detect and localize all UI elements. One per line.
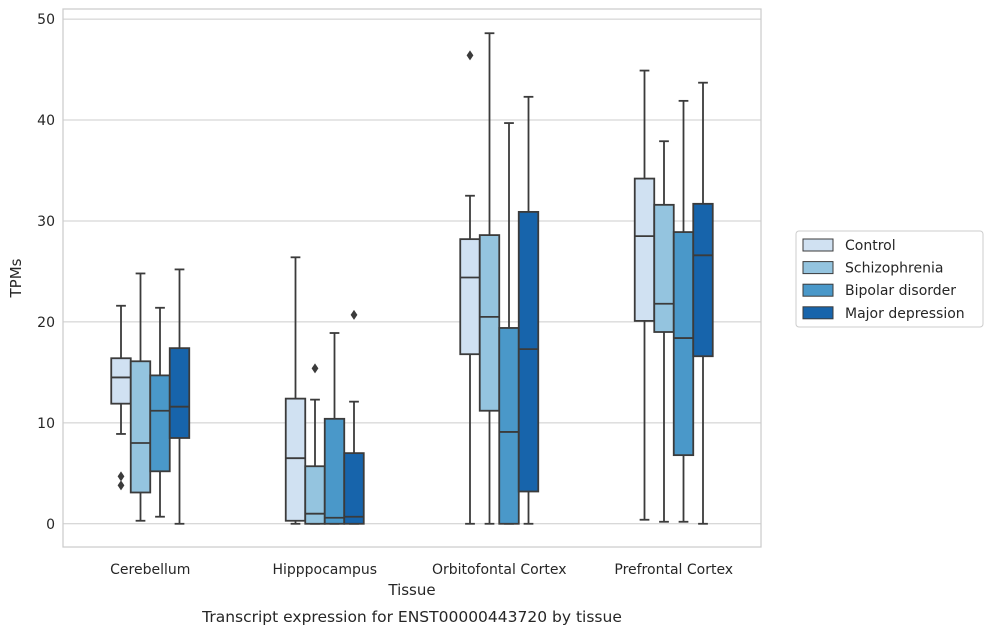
box-body: [343, 452, 365, 525]
box-body: [653, 203, 675, 333]
box-major-depression: [692, 81, 714, 525]
box-schizophrenia: [304, 363, 326, 525]
box-body: [149, 374, 171, 473]
box-body: [168, 347, 191, 439]
y-tick-label: 30: [37, 214, 55, 230]
box-bipolar-disorder: [672, 99, 695, 523]
y-tick-label: 50: [37, 12, 55, 28]
legend-swatch: [802, 261, 834, 275]
y-tick-label: 10: [37, 416, 55, 432]
outlier-point: [117, 480, 125, 491]
box-control: [459, 50, 481, 525]
box-bipolar-disorder: [149, 306, 171, 518]
box-body: [129, 360, 152, 494]
legend-swatch: [802, 306, 834, 320]
outlier-point: [117, 471, 125, 482]
box-schizophrenia: [478, 32, 501, 525]
x-tick-label: Hipppocampus: [272, 562, 377, 578]
box-body: [517, 210, 540, 493]
box-major-depression: [343, 309, 365, 525]
outlier-point: [350, 309, 358, 320]
box-body: [498, 327, 520, 525]
box-body: [478, 234, 501, 412]
y-axis-label: TPMs: [7, 258, 25, 298]
box-schizophrenia: [653, 140, 675, 523]
legend-swatch: [802, 238, 834, 252]
box-body: [459, 238, 481, 356]
x-tick-labels: Cerebellum Hipppocampus Orbitofontal Corte…: [110, 562, 733, 578]
box-body: [110, 357, 132, 405]
legend-label: Control: [845, 238, 896, 254]
box-groups: [110, 32, 714, 525]
box-body: [304, 465, 326, 525]
y-tick-labels: 0 10 20 30 40 50: [37, 12, 55, 533]
legend-label: Major depression: [845, 306, 965, 322]
legend: Control Schizophrenia Bipolar disorder Majo…: [795, 230, 984, 328]
box-control: [110, 304, 132, 491]
box-body: [672, 231, 695, 457]
outlier-point: [466, 50, 474, 61]
x-axis-label: Tissue: [387, 581, 435, 599]
box-body: [633, 177, 656, 322]
box-body: [692, 202, 714, 358]
chart-caption: Transcript expression for ENST0000044372…: [201, 608, 622, 626]
legend-swatch: [802, 283, 834, 297]
y-tick-label: 40: [37, 113, 55, 129]
box-bipolar-disorder: [498, 122, 520, 525]
outlier-point: [311, 363, 319, 374]
box-control: [284, 256, 307, 525]
box-control: [633, 69, 656, 521]
legend-label: Schizophrenia: [845, 261, 943, 277]
x-tick-label: Prefrontal Cortex: [614, 562, 733, 578]
y-tick-label: 0: [46, 517, 55, 533]
plot-frame: [62, 8, 762, 548]
box-body: [323, 417, 346, 525]
box-major-depression: [168, 268, 191, 525]
box-major-depression: [517, 95, 540, 525]
legend-frame: [795, 230, 984, 328]
box-schizophrenia: [129, 272, 152, 522]
legend-label: Bipolar disorder: [845, 283, 956, 299]
y-tick-label: 20: [37, 315, 55, 331]
x-tick-label: Orbitofontal Cortex: [432, 562, 567, 578]
x-tick-label: Cerebellum: [110, 562, 190, 578]
box-body: [284, 397, 307, 522]
box-bipolar-disorder: [323, 332, 346, 525]
